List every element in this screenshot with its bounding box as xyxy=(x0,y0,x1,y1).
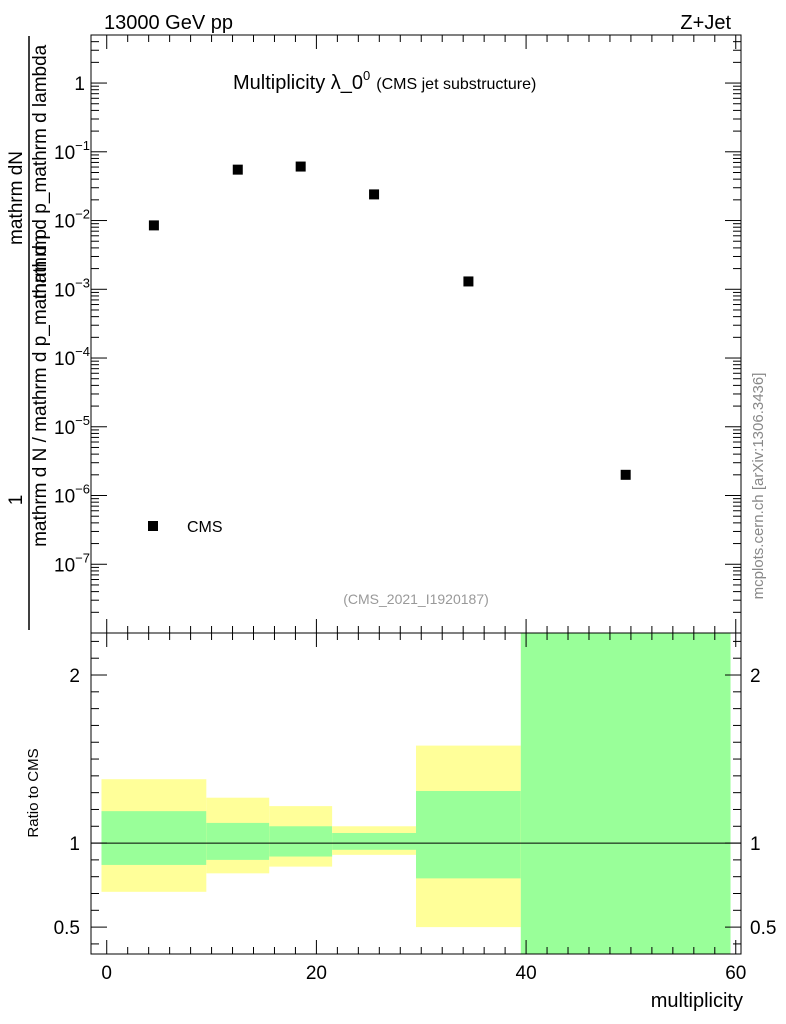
y-tick-label-exponent: −5 xyxy=(75,413,90,428)
ratio-bands xyxy=(101,633,731,954)
x-tick-label: 0 xyxy=(101,963,112,984)
y-tick-label: 10−5 xyxy=(54,413,90,439)
y-tick-label-base: 10 xyxy=(54,212,75,233)
y-tick-label-base: 10 xyxy=(54,280,75,301)
y-tick-label: 10−6 xyxy=(54,482,90,508)
data-point xyxy=(369,189,380,200)
y-tick-label-base: 1 xyxy=(74,74,85,95)
y-label-prefix-denominator: mathrm d N / mathrm d p_mathrm d p xyxy=(30,229,51,547)
ratio-plot-panel: 0.5 0.51 12 20 20 40 60 xyxy=(54,632,777,984)
y-label-prefix-numerator: 1 xyxy=(6,495,27,506)
y-tick-label-base: 10 xyxy=(54,555,75,576)
side-source-label: mcplots.cern.ch [arXiv:1306.3436] xyxy=(750,373,767,600)
main-plot-panel: 110−110−210−310−410−510−610−7 Multiplici… xyxy=(54,34,742,634)
data-point xyxy=(463,276,474,287)
y-tick-label: 1 xyxy=(74,74,85,95)
header-left-text: 13000 GeV pp xyxy=(104,12,233,34)
main-y-axis-label: 1 mathrm d N / mathrm d p_mathrm d p mat… xyxy=(6,36,51,630)
x-tick-label: 20 xyxy=(306,963,327,984)
y-tick-label-exponent: −1 xyxy=(75,138,90,153)
ratio-y-tick-label: 2 xyxy=(69,666,80,687)
ratio-y-tick-label: 1 xyxy=(69,834,80,855)
x-axis-label: multiplicity xyxy=(651,990,743,1012)
ratio-plot-frame xyxy=(90,632,742,955)
y-tick-label: 10−1 xyxy=(54,138,90,164)
legend-marker-cms xyxy=(148,521,158,531)
ratio-inner-band xyxy=(332,832,416,850)
y-tick-label-exponent: −6 xyxy=(75,482,90,497)
y-tick-label: 10−3 xyxy=(54,275,90,301)
header-right-text: Z+Jet xyxy=(680,12,731,34)
ratio-y-tick-label-right: 2 xyxy=(750,666,761,687)
y-tick-label-exponent: −7 xyxy=(75,550,90,565)
data-point xyxy=(295,161,306,172)
ratio-inner-band xyxy=(206,822,270,860)
y-tick-label-exponent: −4 xyxy=(75,344,90,359)
ratio-y-tick-label-right: 1 xyxy=(750,834,761,855)
y-tick-label: 10−2 xyxy=(54,207,90,233)
ratio-inner-band xyxy=(520,633,731,954)
plot-title-main: Multiplicity λ_0 xyxy=(233,72,363,94)
ratio-inner-band xyxy=(416,790,521,879)
y-label-numerator: mathrm dN xyxy=(6,151,27,245)
data-point xyxy=(620,469,631,480)
ratio-y-tick-label-right: 0.5 xyxy=(750,918,776,939)
legend-label-cms: CMS xyxy=(187,519,223,536)
y-tick-label-base: 10 xyxy=(54,487,75,508)
y-tick-label-exponent: −2 xyxy=(75,207,90,222)
plot-subtitle: (CMS jet substructure) xyxy=(376,76,536,93)
plot-title: Multiplicity λ_00 (CMS jet substructure) xyxy=(233,68,536,94)
y-tick-label: 10−4 xyxy=(54,344,90,370)
cms-data-points xyxy=(148,161,631,480)
data-point xyxy=(232,164,243,175)
y-tick-label-base: 10 xyxy=(54,349,75,370)
ratio-plot-tick-labels: 0.5 0.51 12 20 20 40 60 xyxy=(54,666,777,984)
main-plot-frame xyxy=(90,34,742,634)
main-plot-ticks xyxy=(91,34,741,634)
y-tick-label-base: 10 xyxy=(54,143,75,164)
analysis-tag: (CMS_2021_I1920187) xyxy=(343,591,489,607)
ratio-inner-band xyxy=(269,826,333,857)
y-label-denominator: mathrm d p_mathrm d lambda xyxy=(30,44,51,299)
y-tick-label-base: 10 xyxy=(54,418,75,439)
plot-title-superscript: 0 xyxy=(363,68,370,83)
x-tick-label: 60 xyxy=(725,963,746,984)
x-tick-label: 40 xyxy=(516,963,537,984)
data-point xyxy=(148,220,159,231)
ratio-plot-ticks xyxy=(91,633,741,954)
ratio-inner-band xyxy=(101,811,207,865)
y-tick-label-exponent: −3 xyxy=(75,275,90,290)
main-plot-y-tick-labels: 110−110−210−310−410−510−610−7 xyxy=(54,74,90,576)
ratio-y-tick-label: 0.5 xyxy=(54,918,80,939)
ratio-y-axis-label: Ratio to CMS xyxy=(25,748,42,837)
y-tick-label: 10−7 xyxy=(54,550,90,576)
